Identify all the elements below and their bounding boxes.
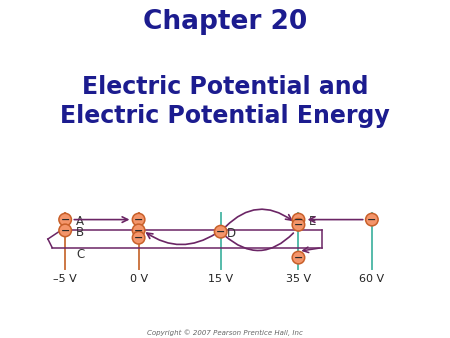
Circle shape xyxy=(292,219,305,231)
Text: −: − xyxy=(216,227,225,237)
Text: −: − xyxy=(294,220,303,230)
Text: 0 V: 0 V xyxy=(130,273,148,284)
Text: 15 V: 15 V xyxy=(208,273,233,284)
Text: –5 V: –5 V xyxy=(53,273,77,284)
Text: 60 V: 60 V xyxy=(359,273,384,284)
Text: 35 V: 35 V xyxy=(286,273,311,284)
Circle shape xyxy=(365,213,378,226)
Text: −: − xyxy=(294,215,303,225)
Circle shape xyxy=(292,213,305,226)
Text: −: − xyxy=(134,226,143,236)
Text: A: A xyxy=(76,215,84,228)
Circle shape xyxy=(59,213,72,226)
Text: Electric Potential and
Electric Potential Energy: Electric Potential and Electric Potentia… xyxy=(60,75,390,128)
Text: −: − xyxy=(134,233,143,243)
Text: −: − xyxy=(60,226,70,236)
Text: C: C xyxy=(76,248,84,261)
Text: −: − xyxy=(60,215,70,225)
Text: E: E xyxy=(309,215,317,228)
Circle shape xyxy=(132,213,145,226)
Circle shape xyxy=(59,224,72,237)
Text: B: B xyxy=(76,226,84,239)
Text: Copyright © 2007 Pearson Prentice Hall, Inc: Copyright © 2007 Pearson Prentice Hall, … xyxy=(147,330,303,336)
Circle shape xyxy=(214,225,227,238)
Text: Chapter 20: Chapter 20 xyxy=(143,9,307,35)
Text: −: − xyxy=(367,215,377,225)
Text: −: − xyxy=(134,215,143,225)
Text: D: D xyxy=(227,227,236,240)
Circle shape xyxy=(132,224,145,237)
Circle shape xyxy=(292,251,305,264)
Text: −: − xyxy=(294,253,303,263)
Circle shape xyxy=(132,232,145,244)
